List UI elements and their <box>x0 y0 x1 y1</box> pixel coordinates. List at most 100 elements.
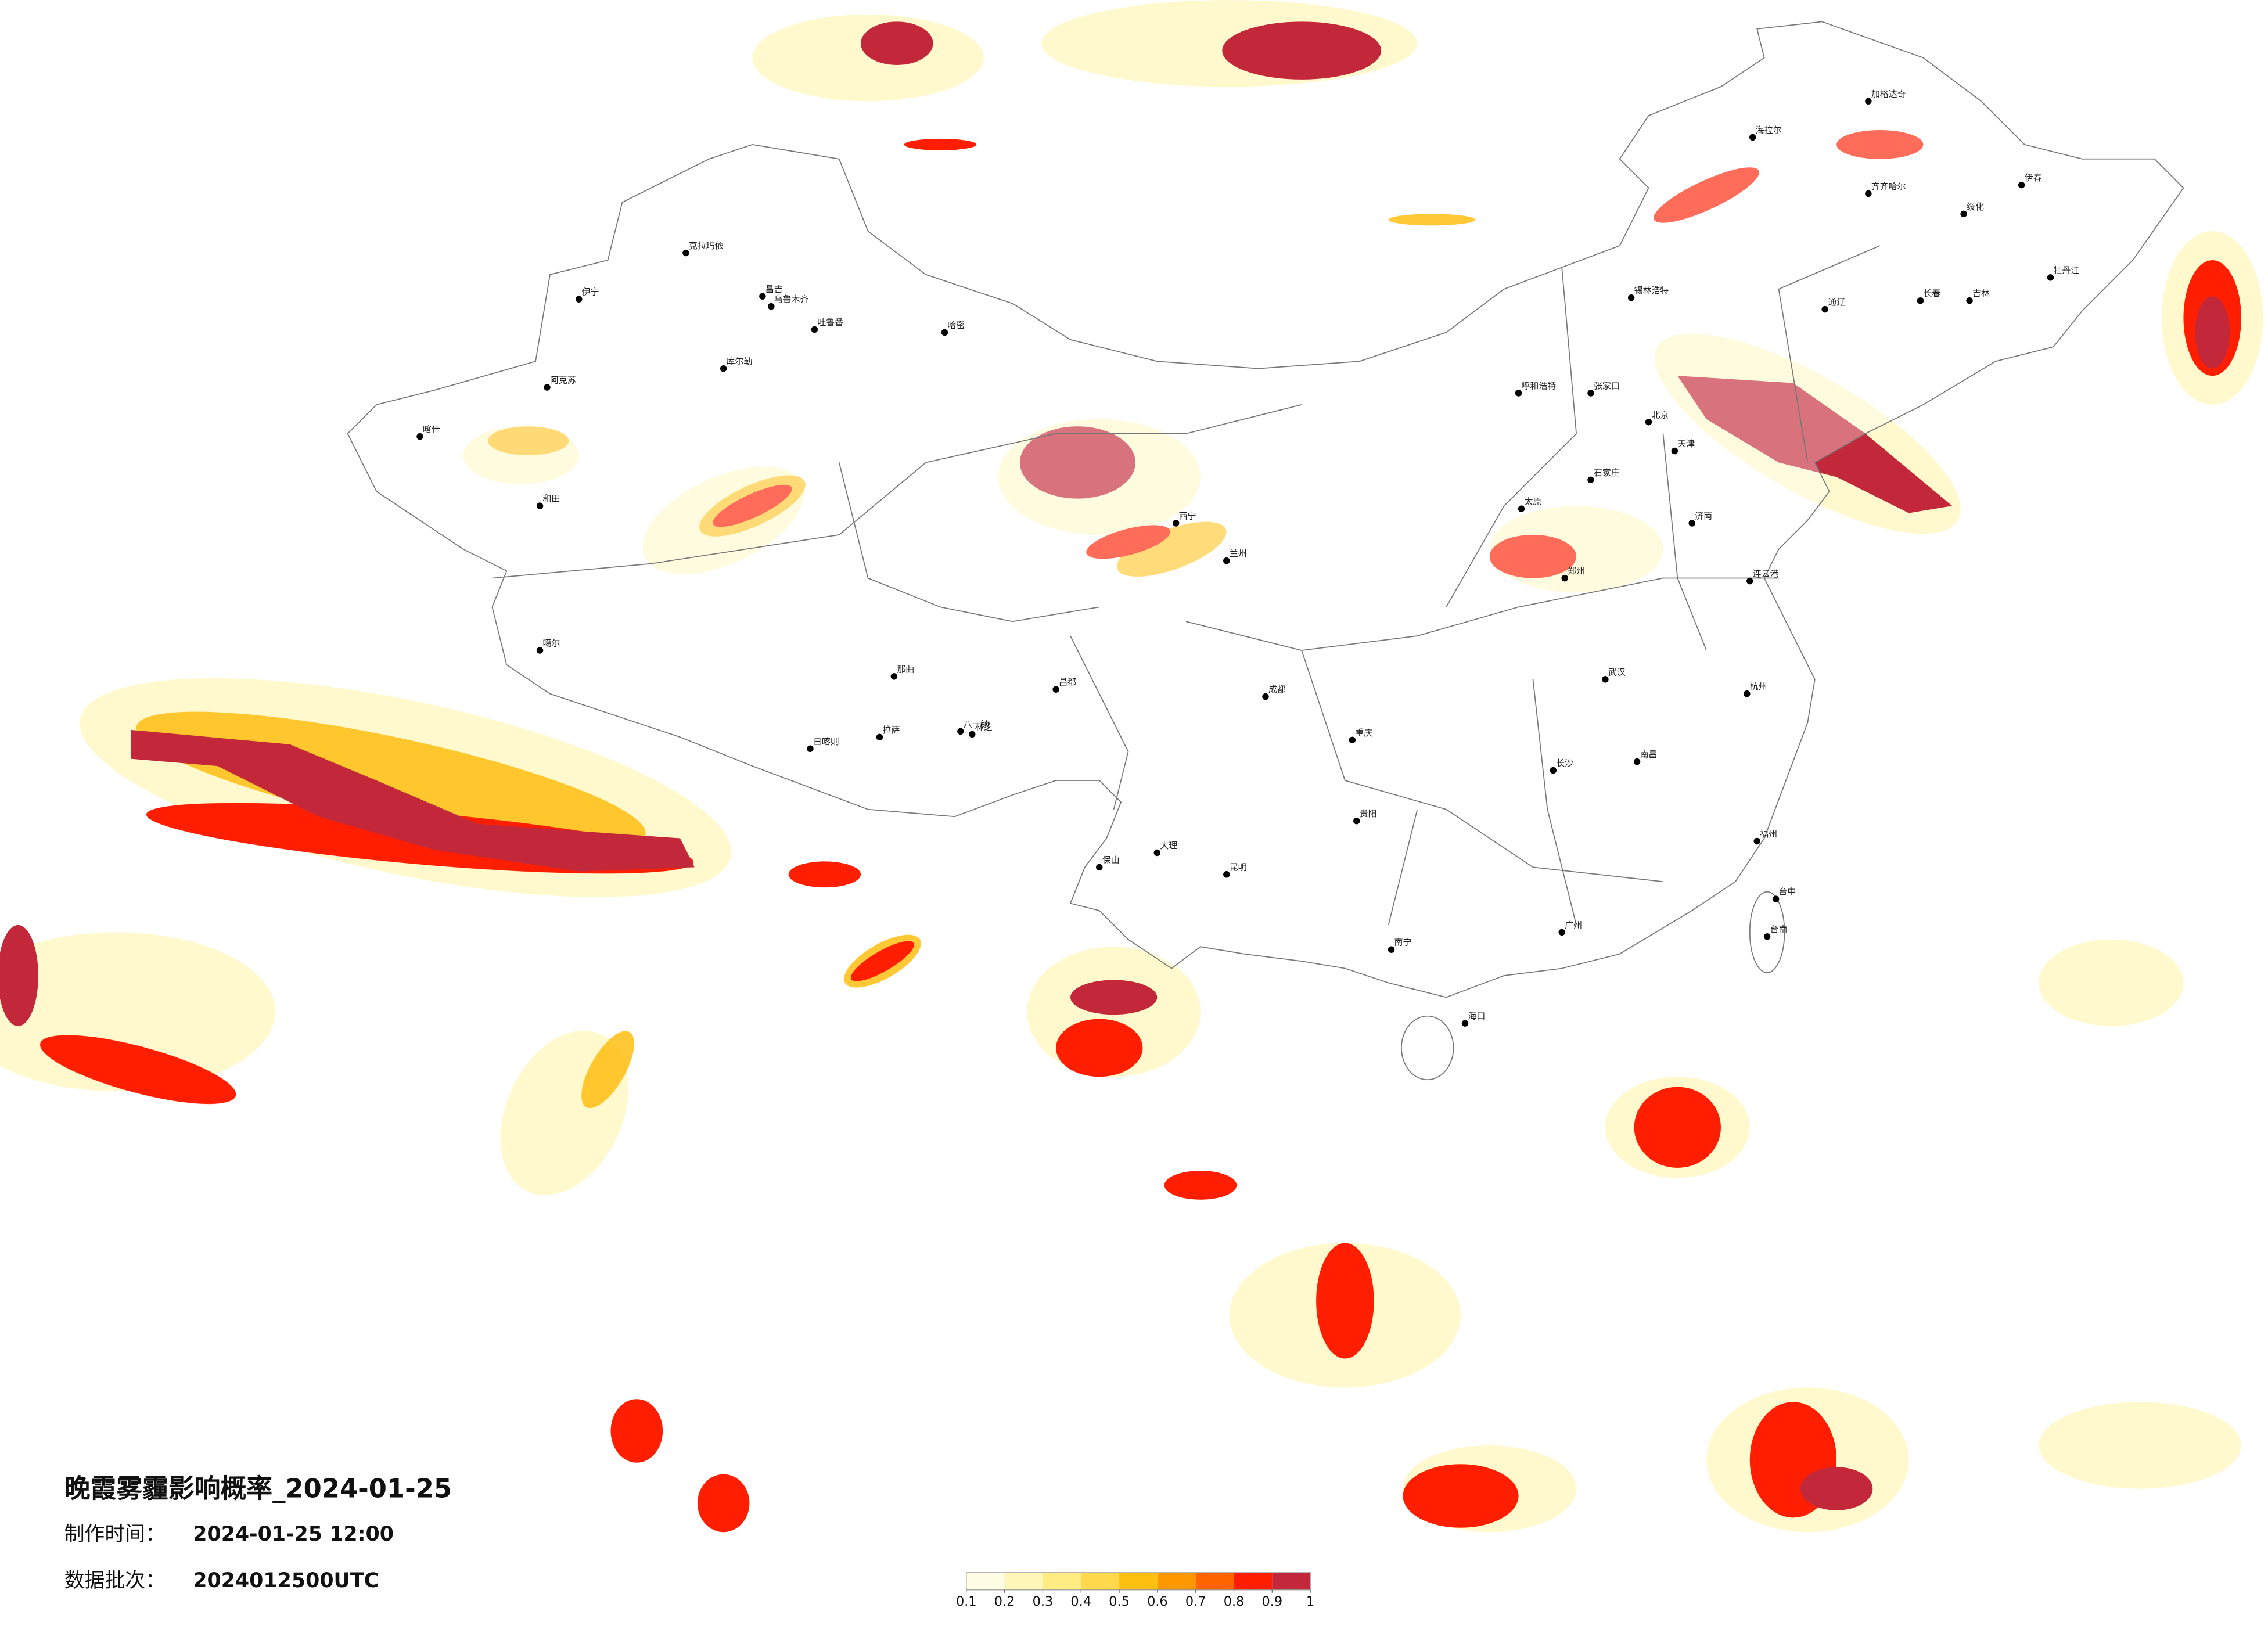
city-label: 伊春 <box>2025 172 2042 183</box>
city-label: 长沙 <box>1556 758 1573 768</box>
city-dot <box>1753 837 1760 845</box>
legend-tick-label: 0.2 <box>994 1594 1015 1609</box>
city-label: 齐齐哈尔 <box>1871 181 1906 192</box>
legend-swatch <box>1081 1572 1120 1590</box>
city-label: 日喀则 <box>813 736 839 747</box>
legend-tick-label: 0.5 <box>1109 1594 1130 1609</box>
city-dot <box>1746 577 1753 585</box>
city-label: 郑州 <box>1568 566 1585 576</box>
city-dot <box>1262 693 1269 700</box>
legend-swatch <box>1234 1572 1273 1590</box>
colorbar-frame <box>966 1572 1311 1591</box>
city-label: 连云港 <box>1753 569 1779 579</box>
city-label: 福州 <box>1760 829 1777 839</box>
city-dot <box>1602 676 1609 683</box>
city-dot <box>1349 736 1356 744</box>
city-label: 南昌 <box>1640 749 1658 760</box>
city-label: 克拉玛依 <box>689 240 724 251</box>
city-dot <box>1688 520 1695 527</box>
legend-tick-label: 0.1 <box>956 1594 977 1609</box>
city-label: 太原 <box>1525 497 1542 507</box>
city-dot <box>1671 447 1678 455</box>
city-label: 加格达奇 <box>1871 89 1906 99</box>
city-dot <box>536 502 544 509</box>
legend-swatch <box>1119 1572 1158 1590</box>
city-label: 和田 <box>543 494 560 504</box>
city-label: 库尔勒 <box>727 356 753 366</box>
city-dot <box>2047 274 2054 281</box>
city-dot <box>1865 98 1872 105</box>
city-label: 乌鲁木齐 <box>774 294 809 304</box>
batch-label: 数据批次： <box>64 1569 166 1592</box>
legend-swatch <box>1157 1572 1196 1590</box>
boundary <box>347 21 2184 1081</box>
city-dot <box>1052 686 1059 693</box>
city-dot <box>1353 817 1360 825</box>
city-label: 哈密 <box>947 320 965 330</box>
city-label: 八一镇 <box>964 719 990 729</box>
city-label: 吉林 <box>1972 288 1990 298</box>
city-dot <box>1561 574 1568 582</box>
city-dot <box>1223 871 1230 878</box>
city-dot <box>1172 520 1180 527</box>
city-dot <box>1763 933 1771 940</box>
city-label: 锡林浩特 <box>1634 285 1669 296</box>
city-label: 台南 <box>1770 924 1788 934</box>
city-label: 呼和浩特 <box>1522 381 1557 391</box>
city-dot <box>682 249 689 257</box>
city-label: 喀什 <box>423 424 440 434</box>
city-label: 保山 <box>1102 855 1120 865</box>
city-dot <box>1223 557 1230 564</box>
colorbar: 0.1 0.2 0.3 0.4 0.5 0.6 0.7 0.8 0.9 1 <box>956 1572 1314 1609</box>
city-label: 北京 <box>1652 409 1669 420</box>
legend-tick-label: 0.4 <box>1070 1594 1091 1609</box>
city-dot <box>720 365 727 372</box>
city-label: 兰州 <box>1230 548 1247 559</box>
city-dot <box>941 329 948 336</box>
city-dot <box>1153 849 1161 857</box>
city-dot <box>1461 1020 1469 1027</box>
city-dot <box>1388 946 1395 953</box>
city-label: 贵阳 <box>1360 808 1377 819</box>
city-dot <box>969 731 976 738</box>
city-label: 台中 <box>1779 887 1796 897</box>
city-label: 绥化 <box>1967 202 1984 212</box>
city-dot <box>1518 505 1525 512</box>
city-dot <box>1966 297 1973 304</box>
city-dot <box>2018 181 2025 189</box>
city-label: 杭州 <box>1750 681 1767 692</box>
city-dot <box>1550 767 1557 774</box>
city-label: 海拉尔 <box>1756 125 1782 135</box>
city-dot <box>811 326 818 333</box>
city-label: 昌都 <box>1059 677 1076 688</box>
city-dot <box>544 384 551 391</box>
legend-tick-label: 0.8 <box>1224 1594 1245 1609</box>
city-dot <box>876 733 883 741</box>
legend-tick-label: 1 <box>1306 1594 1314 1609</box>
city-dot <box>1749 134 1756 141</box>
city-label: 张家口 <box>1594 381 1620 391</box>
city-label: 武汉 <box>1608 667 1626 677</box>
batch-value: 2024012500UTC <box>193 1569 379 1592</box>
city-dot <box>1096 864 1103 871</box>
city-label: 大理 <box>1160 840 1177 851</box>
city-dot <box>1633 758 1641 765</box>
city-label: 石家庄 <box>1594 467 1620 478</box>
city-dot <box>1587 390 1594 397</box>
city-label: 那曲 <box>897 664 914 674</box>
city-label: 昆明 <box>1230 862 1247 872</box>
legend-swatch <box>1043 1572 1081 1590</box>
legend-swatch <box>966 1572 1005 1590</box>
city-dot <box>1627 294 1635 301</box>
city-label: 济南 <box>1695 511 1712 521</box>
city-label: 阿克苏 <box>550 375 576 386</box>
haze-layer <box>0 0 2263 1533</box>
city-dot <box>768 303 775 310</box>
legend-swatch <box>1004 1572 1043 1590</box>
city-dot <box>759 293 766 300</box>
made-label: 制作时间： <box>64 1523 166 1546</box>
legend-tick-label: 0.9 <box>1262 1594 1283 1609</box>
legend-tick-label: 0.3 <box>1033 1594 1054 1609</box>
